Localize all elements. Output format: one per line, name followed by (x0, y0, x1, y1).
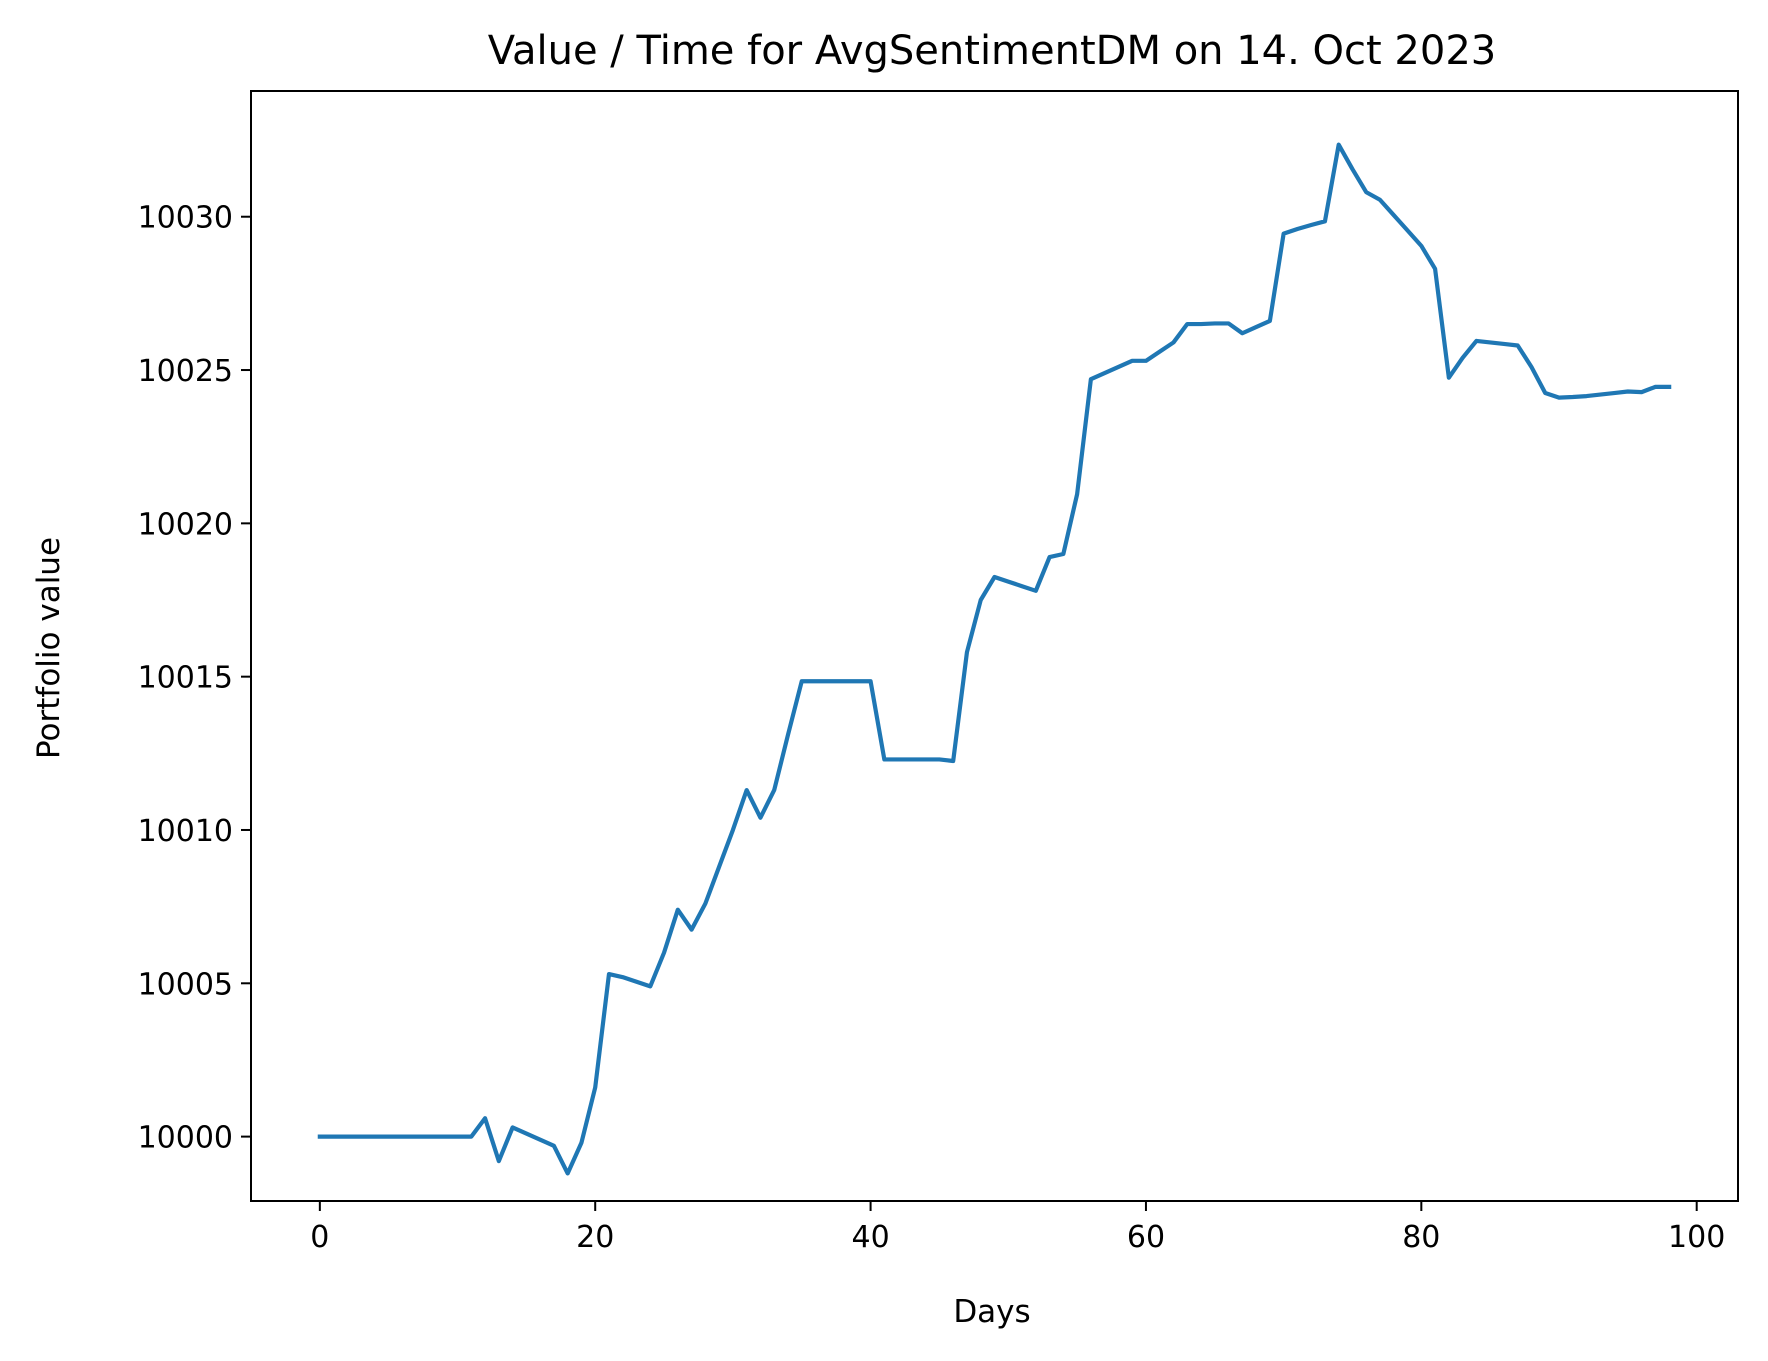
y-tick-label: 10015 (138, 661, 233, 696)
series-line-0 (317, 142, 1672, 1176)
series-layer (317, 142, 1672, 1176)
axes-frame (250, 90, 1739, 1202)
chart-title: Value / Time for AvgSentimentDM on 14. O… (488, 28, 1496, 74)
y-tick-label: 10010 (138, 814, 233, 849)
x-axis-label: Days (953, 1294, 1030, 1330)
y-tick-label: 10020 (138, 507, 233, 542)
y-axis-label: Portfolio value (31, 537, 67, 759)
y-tick-label: 10025 (138, 354, 233, 389)
y-tick-label: 10030 (138, 201, 233, 236)
x-tick-label: 100 (1668, 1220, 1725, 1255)
x-tick-label: 40 (851, 1220, 889, 1255)
x-tick-label: 60 (1127, 1220, 1165, 1255)
x-axis-ticks: 0 20 40 60 80 100 (310, 1201, 1725, 1255)
y-tick-label: 10005 (138, 967, 233, 1002)
x-tick-label: 80 (1402, 1220, 1440, 1255)
x-tick-label: 20 (576, 1220, 614, 1255)
y-axis-ticks: 10000 10005 10010 10015 10020 10025 10030 (138, 201, 251, 1156)
plot-area (250, 90, 1739, 1202)
x-tick-label: 0 (310, 1220, 329, 1255)
y-tick-label: 10000 (138, 1121, 233, 1156)
